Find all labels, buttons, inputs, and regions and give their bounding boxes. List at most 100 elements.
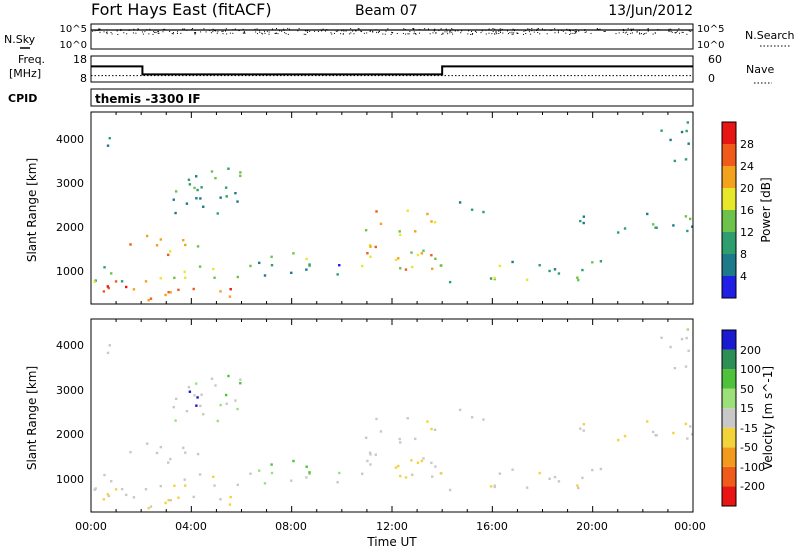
noise-search-point	[488, 28, 490, 30]
velocity-cell	[145, 442, 149, 445]
noise-search-point	[194, 33, 196, 35]
velocity-cell	[263, 482, 267, 485]
noise-search-point	[148, 33, 150, 35]
velocity-panel	[90, 318, 694, 513]
noise-search-point	[407, 33, 409, 35]
noise-search-point	[570, 32, 572, 34]
noise-search-point	[180, 32, 182, 34]
noise-search-point	[531, 28, 533, 30]
noise-search-point	[433, 29, 435, 31]
noise-search-point	[222, 33, 224, 35]
noise-sky-label: N.Sky	[4, 33, 36, 46]
power-cell	[198, 265, 202, 268]
velocity-cell	[308, 471, 311, 474]
velocity-cell	[169, 499, 172, 502]
noise-search-point	[326, 28, 328, 30]
noise-search-point	[509, 32, 511, 34]
noise-search-point	[438, 30, 440, 32]
noise-search-point	[566, 28, 568, 30]
power-cell	[431, 267, 434, 271]
noise-search-point	[467, 33, 469, 35]
noise-search-point	[215, 30, 217, 32]
noise-search-point	[116, 30, 118, 32]
noise-search-point	[536, 30, 538, 32]
power-ytick-3000: 3000	[56, 177, 84, 190]
power-cell	[108, 136, 111, 140]
velocity-cell	[239, 378, 242, 381]
noise-search-point	[574, 33, 576, 35]
noise-search-point	[424, 28, 426, 30]
power-cb-tick-4: 4	[740, 270, 747, 283]
power-cell	[155, 244, 159, 247]
noise-search-point	[352, 30, 354, 32]
noise-search-point	[454, 30, 456, 32]
velocity-cell	[416, 461, 420, 464]
noise-search-point	[153, 31, 155, 33]
noise-search-point	[376, 31, 378, 33]
noise-search-point	[670, 28, 672, 30]
power-cell	[582, 221, 585, 225]
noise-search-point	[492, 30, 494, 32]
power-cell	[448, 280, 452, 284]
power-cell	[430, 220, 433, 223]
velocity-cell	[192, 495, 195, 499]
velocity-cell	[498, 472, 502, 475]
vel-cb-tick-15: 15	[740, 402, 754, 415]
noise-search-point	[287, 28, 289, 30]
noise-search-point	[647, 28, 649, 30]
velocity-cell	[129, 450, 132, 454]
noise-search-point	[396, 33, 398, 35]
noise-search-point	[342, 29, 344, 31]
noise-search-point	[485, 29, 487, 31]
noise-search-point	[137, 28, 139, 30]
noise-search-point	[266, 30, 268, 32]
noise-search-point	[496, 33, 498, 35]
noise-search-point	[333, 32, 335, 34]
power-cell	[369, 245, 372, 248]
velocity-cell	[433, 428, 437, 432]
noise-search-point	[363, 32, 365, 34]
velocity-cell	[448, 488, 452, 492]
noise-search-point	[98, 28, 100, 30]
noise-search-point	[481, 30, 483, 32]
noise-search-point	[618, 32, 620, 34]
power-cell	[548, 269, 551, 273]
power-cell	[654, 226, 657, 229]
colorbar-segment	[722, 188, 736, 210]
velocity-cell	[292, 459, 295, 463]
power-cell	[422, 249, 425, 252]
noise-search-point	[321, 30, 323, 32]
noise-search-point	[516, 32, 518, 34]
velocity-cell	[360, 472, 364, 476]
noise-search-point	[387, 28, 389, 30]
velocity-cell	[172, 405, 175, 409]
noise-search-point	[126, 33, 128, 35]
colorbar-segment	[722, 466, 736, 487]
velocity-cell	[374, 453, 377, 456]
noise-search-point	[639, 33, 641, 35]
noise-search-point	[384, 33, 386, 35]
noise-search-point	[460, 32, 462, 34]
velocity-cell	[410, 459, 413, 462]
velocity-cell	[420, 459, 424, 463]
noise-search-point	[402, 32, 404, 34]
noise-search-point	[169, 30, 171, 32]
power-ytick-4000: 4000	[56, 133, 84, 146]
noise-search-point	[238, 30, 240, 32]
noise-search-point	[154, 31, 156, 33]
velocity-cell	[368, 451, 372, 454]
noise-search-point	[106, 29, 108, 31]
power-cell	[579, 219, 582, 223]
noise-search-point	[172, 33, 174, 35]
noise-search-point	[668, 30, 670, 32]
velocity-cell	[236, 407, 239, 411]
velocity-cell	[94, 487, 97, 490]
noise-search-point	[287, 33, 289, 35]
noise-search-point	[570, 30, 572, 32]
noise-search-point	[412, 28, 414, 30]
velocity-cell	[227, 374, 230, 378]
station-title: Fort Hays East (fitACF)	[91, 0, 272, 19]
power-cell	[227, 167, 230, 170]
noise-search-point	[525, 32, 527, 34]
noise-search-point	[222, 30, 224, 32]
